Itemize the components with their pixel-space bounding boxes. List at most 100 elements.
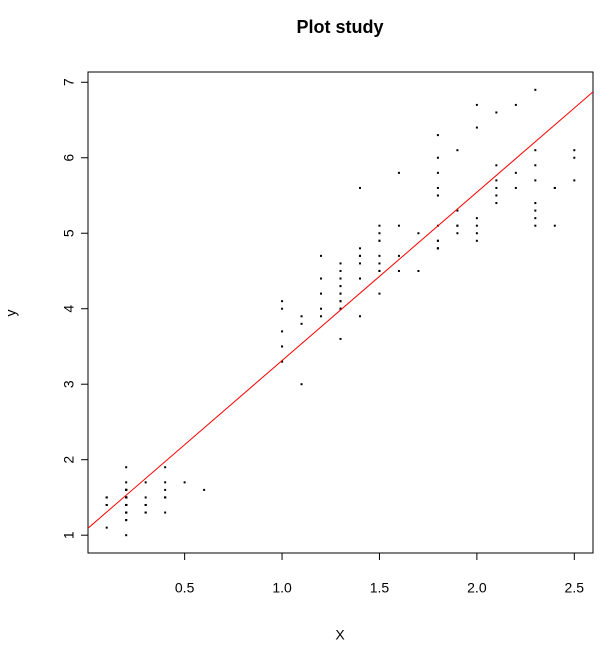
point bbox=[436, 186, 439, 189]
y-axis-label: y bbox=[3, 310, 19, 317]
point bbox=[475, 217, 478, 220]
point bbox=[475, 126, 478, 129]
point bbox=[144, 496, 147, 499]
point bbox=[320, 254, 323, 257]
point bbox=[125, 481, 128, 484]
point bbox=[378, 224, 381, 227]
point bbox=[534, 88, 537, 91]
point bbox=[397, 254, 400, 257]
point bbox=[125, 466, 128, 469]
point bbox=[378, 292, 381, 295]
point bbox=[436, 171, 439, 174]
point bbox=[164, 481, 167, 484]
point bbox=[514, 186, 517, 189]
point bbox=[358, 254, 361, 257]
point bbox=[378, 239, 381, 242]
x-tick-label: 0.5 bbox=[175, 580, 195, 596]
point bbox=[436, 156, 439, 159]
point bbox=[300, 322, 303, 325]
point bbox=[534, 149, 537, 152]
x-tick-label: 1.0 bbox=[272, 580, 292, 596]
chart-title: Plot study bbox=[296, 17, 383, 37]
point bbox=[281, 345, 284, 348]
point bbox=[397, 224, 400, 227]
y-tick-label: 1 bbox=[61, 531, 77, 539]
point bbox=[339, 269, 342, 272]
point bbox=[417, 232, 420, 235]
point bbox=[125, 511, 128, 514]
y-tick-label: 5 bbox=[61, 229, 77, 237]
point bbox=[495, 164, 498, 167]
point bbox=[339, 292, 342, 295]
point bbox=[534, 224, 537, 227]
point bbox=[573, 149, 576, 152]
point bbox=[534, 217, 537, 220]
point bbox=[281, 330, 284, 333]
x-tick-label: 1.5 bbox=[370, 580, 390, 596]
point bbox=[573, 156, 576, 159]
point bbox=[281, 300, 284, 303]
point bbox=[125, 503, 128, 506]
point bbox=[573, 179, 576, 182]
point bbox=[339, 262, 342, 265]
point bbox=[300, 383, 303, 386]
point bbox=[320, 307, 323, 310]
point bbox=[358, 262, 361, 265]
point bbox=[378, 269, 381, 272]
y-tick-label: 3 bbox=[61, 380, 77, 388]
point bbox=[456, 232, 459, 235]
point bbox=[378, 262, 381, 265]
point bbox=[320, 277, 323, 280]
point bbox=[475, 239, 478, 242]
point bbox=[397, 269, 400, 272]
point bbox=[125, 519, 128, 522]
fit-line bbox=[88, 91, 593, 529]
point bbox=[417, 269, 420, 272]
point bbox=[495, 186, 498, 189]
point bbox=[534, 164, 537, 167]
point bbox=[436, 134, 439, 137]
point bbox=[125, 488, 128, 491]
point bbox=[553, 186, 556, 189]
point bbox=[553, 224, 556, 227]
point bbox=[105, 526, 108, 529]
point bbox=[514, 171, 517, 174]
point bbox=[281, 307, 284, 310]
point bbox=[397, 171, 400, 174]
point bbox=[456, 209, 459, 212]
point bbox=[456, 149, 459, 152]
point bbox=[164, 488, 167, 491]
point bbox=[495, 202, 498, 205]
point bbox=[125, 534, 128, 537]
point bbox=[105, 503, 108, 506]
point bbox=[378, 232, 381, 235]
point bbox=[495, 111, 498, 114]
point bbox=[339, 277, 342, 280]
point bbox=[495, 194, 498, 197]
point bbox=[339, 337, 342, 340]
y-tick-label: 2 bbox=[61, 456, 77, 464]
point bbox=[164, 466, 167, 469]
point bbox=[164, 511, 167, 514]
point bbox=[339, 307, 342, 310]
point bbox=[144, 511, 147, 514]
point bbox=[475, 103, 478, 106]
point bbox=[339, 300, 342, 303]
point bbox=[436, 239, 439, 242]
point bbox=[339, 285, 342, 288]
point bbox=[144, 481, 147, 484]
x-tick-label: 2.5 bbox=[565, 580, 585, 596]
point bbox=[378, 254, 381, 257]
point bbox=[300, 315, 303, 318]
point bbox=[320, 292, 323, 295]
point bbox=[495, 179, 498, 182]
point bbox=[475, 224, 478, 227]
point bbox=[436, 247, 439, 250]
point bbox=[125, 496, 128, 499]
point bbox=[534, 209, 537, 212]
y-tick-label: 6 bbox=[61, 154, 77, 162]
point bbox=[164, 496, 167, 499]
y-tick-label: 7 bbox=[61, 78, 77, 86]
point bbox=[456, 224, 459, 227]
